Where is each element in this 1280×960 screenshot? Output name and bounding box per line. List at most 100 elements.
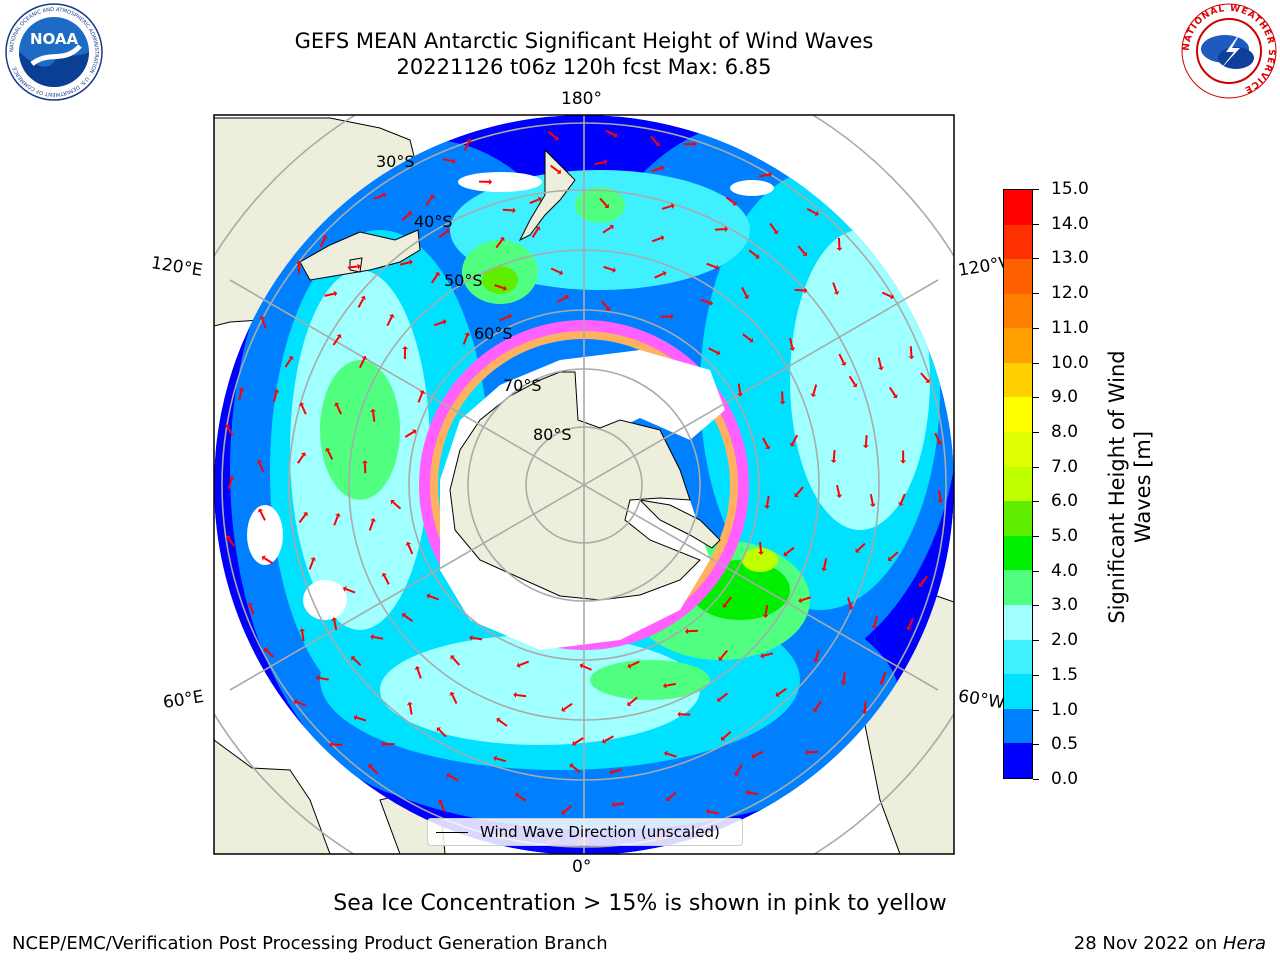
wave-direction-arrow	[451, 694, 458, 704]
colorbar-tick-mark	[1033, 779, 1039, 780]
wave-direction-arrowhead	[802, 251, 808, 256]
wave-direction-arrow	[448, 774, 459, 782]
footer-date: 28 Nov 2022 on	[1073, 933, 1223, 954]
nws-logo: NATIONAL WEATHER SERVICE	[1181, 3, 1277, 99]
colorbar-tick-mark	[1033, 362, 1039, 364]
lat-label-80s: 80°S	[533, 425, 572, 444]
colorbar-tick-label: 0.0	[1051, 769, 1079, 789]
legend-line-swatch	[436, 831, 468, 833]
wave-direction-arrow	[863, 701, 867, 712]
wave-direction-arrowhead	[655, 141, 660, 147]
wave-direction-arrowhead	[273, 389, 280, 393]
wave-direction-arrowhead	[512, 207, 516, 214]
wave-direction-arrowhead	[503, 285, 507, 292]
wave-direction-arrow	[628, 696, 638, 705]
wave-direction-arrow	[823, 558, 828, 569]
wave-direction-arrow	[300, 404, 307, 415]
wave-direction-arrowhead	[370, 633, 374, 640]
wave-direction-arrow	[297, 454, 305, 464]
wave-direction-arrowhead	[407, 211, 412, 216]
colorbar-segment	[1004, 466, 1032, 502]
colorbar-tick-mark	[1033, 258, 1039, 260]
wave-direction-arrowhead	[613, 132, 618, 138]
colorbar-segment	[1004, 397, 1032, 433]
colorbar-tick-mark	[1033, 501, 1039, 503]
colorbar-tick-label: 15.0	[1051, 179, 1089, 199]
wave-direction-arrowhead	[749, 337, 754, 343]
wave-direction-arrowhead	[705, 808, 710, 815]
lat-label-30s: 30°S	[376, 152, 415, 171]
wave-direction-arrow	[907, 618, 914, 628]
wave-direction-arrow	[614, 802, 625, 806]
wave-direction-arrow	[812, 384, 818, 395]
wave-direction-arrowhead	[469, 634, 473, 641]
wave-direction-arrow	[877, 357, 882, 368]
wave-direction-arrowhead	[445, 228, 450, 234]
wave-direction-arrow	[920, 575, 928, 585]
wave-direction-arrowhead	[224, 424, 231, 429]
wave-direction-arrowhead	[660, 165, 665, 171]
wave-direction-arrow	[920, 372, 929, 382]
wave-direction-arrow	[899, 493, 906, 504]
colorbar-segment	[1004, 743, 1032, 778]
wave-direction-arrow	[273, 391, 278, 402]
wave-direction-arrow	[308, 559, 315, 570]
lat-label-50s: 50°S	[444, 271, 483, 290]
colorbar-tick-label: 5.0	[1051, 526, 1079, 547]
wave-direction-arrowhead	[898, 501, 904, 506]
wave-direction-arrow	[742, 333, 752, 341]
wave-direction-arrow	[612, 768, 623, 773]
wave-direction-arrow	[439, 801, 446, 812]
colorbar-tick-mark	[1033, 674, 1039, 676]
wave-direction-arrowhead	[569, 763, 574, 769]
wave-direction-arrowhead	[298, 402, 305, 407]
wave-direction-arrowhead	[848, 606, 854, 610]
wave-direction-arrowhead	[813, 707, 818, 712]
wave-direction-arrow	[563, 702, 573, 711]
wave-direction-arrow	[762, 652, 774, 657]
wave-direction-arrowhead	[603, 159, 608, 166]
colorbar-tick-mark	[1033, 640, 1039, 642]
wave-direction-arrowhead	[406, 701, 413, 706]
wave-direction-arrow	[571, 765, 581, 773]
wave-direction-arrowhead	[878, 366, 884, 371]
wave-direction-arrowhead	[861, 710, 868, 715]
wave-direction-arrowhead	[936, 441, 943, 446]
wave-direction-arrow	[284, 358, 292, 368]
wave-direction-arrow	[438, 728, 447, 738]
wave-direction-arrowhead	[862, 444, 869, 449]
colorbar-segment	[1004, 224, 1032, 260]
wave-direction-arrowhead	[342, 586, 347, 592]
wave-direction-arrowhead	[226, 535, 231, 540]
wave-direction-arrow	[333, 515, 339, 526]
wave-direction-arrow	[600, 300, 609, 310]
wave-direction-arrowhead	[360, 295, 366, 300]
wave-direction-arrowhead	[890, 293, 895, 300]
wave-direction-arrow	[226, 426, 234, 437]
wave-direction-arrow	[889, 551, 899, 560]
wave-direction-arrow	[629, 660, 640, 667]
colorbar-tick-mark	[1033, 536, 1039, 538]
footer-right: 28 Nov 2022 on Hera	[1074, 933, 1266, 954]
wave-direction-arrowhead	[331, 617, 338, 621]
wave-direction-arrowhead	[488, 178, 493, 185]
svg-text:NOAA: NOAA	[30, 30, 79, 48]
colorbar-tick-label: 3.0	[1051, 595, 1079, 616]
wave-direction-arrowhead	[900, 460, 907, 464]
wave-direction-arrowhead	[310, 557, 317, 562]
wave-direction-arrow	[791, 434, 799, 445]
colorbar-segment	[1004, 432, 1032, 467]
wave-direction-arrowhead	[663, 682, 667, 689]
colorbar-segment	[1004, 362, 1032, 398]
wave-direction-arrow	[806, 208, 817, 215]
wave-direction-arrowhead	[836, 494, 843, 498]
wave-direction-arrow	[498, 719, 508, 727]
wave-direction-arrowhead	[579, 663, 584, 669]
wave-direction-arrowhead	[813, 658, 819, 663]
footer-host: Hera	[1222, 933, 1266, 954]
wave-direction-arrow	[227, 537, 236, 547]
wave-direction-arrow	[837, 237, 841, 248]
wave-direction-arrow	[319, 237, 326, 248]
wave-direction-arrow	[438, 230, 448, 239]
wave-direction-arrow	[401, 212, 411, 222]
